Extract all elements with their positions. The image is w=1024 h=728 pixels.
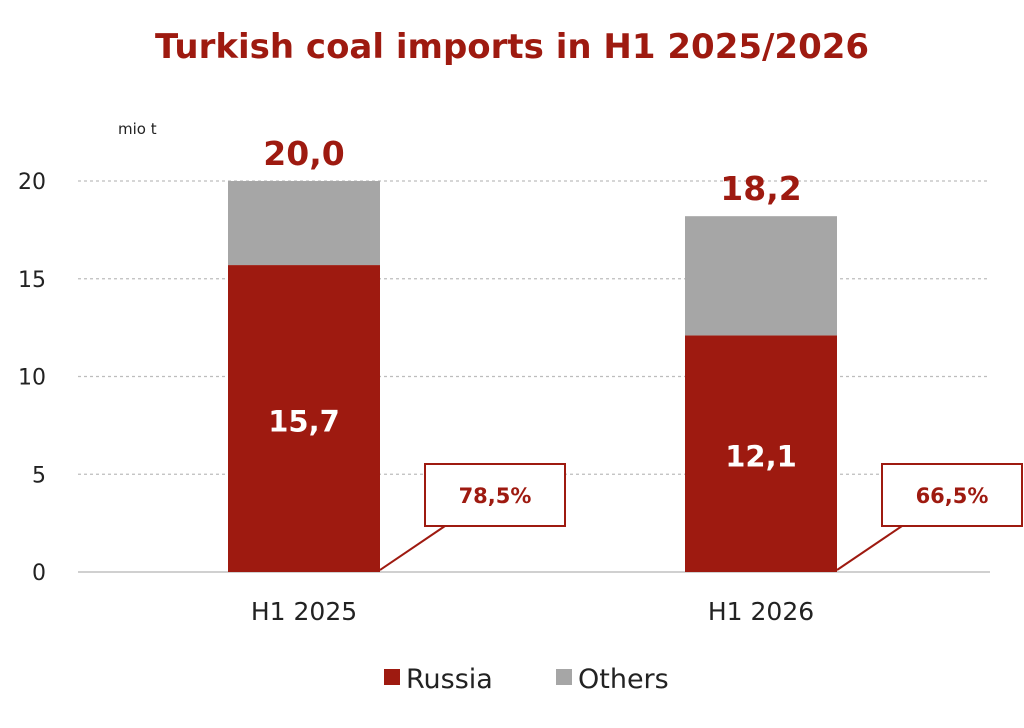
y-tick-label: 0	[32, 561, 46, 586]
callout-leader	[836, 525, 903, 571]
bar-others-2	[685, 216, 837, 336]
legend-label-russia: Russia	[406, 664, 493, 695]
bars	[228, 181, 837, 572]
legend-label-others: Others	[578, 664, 669, 695]
y-tick-label: 15	[18, 268, 46, 293]
y-tick-label: 10	[18, 366, 46, 391]
russia-value-label: 15,7	[268, 405, 340, 439]
russia-share-label: 66,5%	[916, 484, 989, 508]
bar-russia-2	[685, 335, 837, 572]
callout-leader	[379, 525, 446, 571]
bar-russia-1	[228, 265, 380, 572]
legend-swatch-russia	[384, 669, 400, 685]
total-value-label: 20,0	[263, 134, 344, 173]
x-tick-label: H1 2025	[251, 597, 357, 626]
legend: Russia Others	[384, 664, 669, 695]
y-tick-label: 5	[32, 463, 46, 488]
total-value-label: 18,2	[720, 169, 801, 208]
callout-box	[881, 463, 1023, 527]
bar-others-1	[228, 181, 380, 266]
y-axis: 0 5 10 15 20	[18, 170, 990, 586]
x-tick-label: H1 2026	[708, 597, 814, 626]
callout-box	[424, 463, 566, 527]
share-callouts: 78,5% 66,5%	[379, 463, 1023, 571]
x-axis: H1 2025 H1 2026	[251, 597, 814, 626]
russia-share-label: 78,5%	[459, 484, 532, 508]
unit-label: mio t	[118, 120, 157, 138]
data-labels: 15,7 20,0 12,1 18,2	[263, 134, 801, 474]
legend-swatch-others	[556, 669, 572, 685]
chart-title: Turkish coal imports in H1 2025/2026	[155, 27, 869, 67]
y-tick-label: 20	[18, 170, 46, 195]
gridlines	[78, 180, 990, 475]
russia-value-label: 12,1	[725, 440, 797, 474]
